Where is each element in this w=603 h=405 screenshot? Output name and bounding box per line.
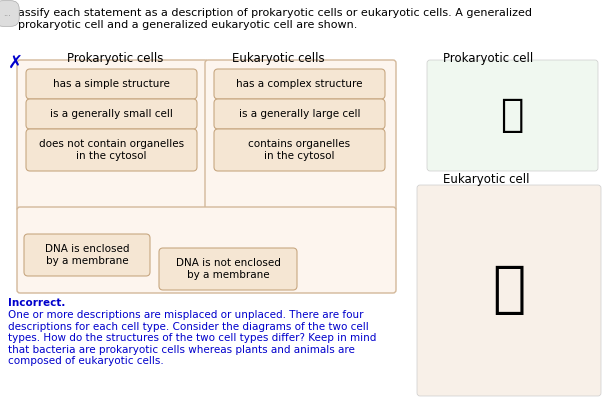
FancyBboxPatch shape: [214, 129, 385, 171]
Text: DNA is not enclosed
by a membrane: DNA is not enclosed by a membrane: [175, 258, 280, 280]
Text: contains organelles
in the cytosol: contains organelles in the cytosol: [248, 139, 350, 161]
FancyBboxPatch shape: [159, 248, 297, 290]
Text: does not contain organelles
in the cytosol: does not contain organelles in the cytos…: [39, 139, 184, 161]
FancyBboxPatch shape: [26, 99, 197, 129]
Text: is a generally large cell: is a generally large cell: [239, 109, 360, 119]
FancyBboxPatch shape: [26, 129, 197, 171]
FancyBboxPatch shape: [17, 207, 396, 293]
Text: Eukaryotic cell: Eukaryotic cell: [443, 173, 529, 186]
Text: 🦠: 🦠: [500, 96, 523, 134]
FancyBboxPatch shape: [205, 60, 396, 211]
FancyBboxPatch shape: [24, 234, 150, 276]
Text: assify each statement as a description of prokaryotic cells or eukaryotic cells.: assify each statement as a description o…: [18, 8, 532, 30]
FancyBboxPatch shape: [417, 185, 601, 396]
Text: DNA is enclosed
by a membrane: DNA is enclosed by a membrane: [45, 244, 129, 266]
Text: 🔬: 🔬: [493, 263, 526, 317]
Text: has a complex structure: has a complex structure: [236, 79, 363, 89]
FancyBboxPatch shape: [427, 60, 598, 171]
Text: ✗: ✗: [8, 54, 23, 72]
Text: is a generally small cell: is a generally small cell: [50, 109, 173, 119]
Text: One or more descriptions are misplaced or unplaced. There are four
descriptions : One or more descriptions are misplaced o…: [8, 310, 376, 367]
FancyBboxPatch shape: [26, 69, 197, 99]
Text: Prokaryotic cell: Prokaryotic cell: [443, 52, 533, 65]
FancyBboxPatch shape: [214, 69, 385, 99]
Text: has a simple structure: has a simple structure: [53, 79, 170, 89]
Text: ...: ...: [3, 9, 11, 18]
Text: Incorrect.: Incorrect.: [8, 298, 65, 308]
FancyBboxPatch shape: [17, 60, 208, 211]
FancyBboxPatch shape: [214, 99, 385, 129]
Text: Eukaryotic cells: Eukaryotic cells: [232, 52, 324, 65]
Text: Prokaryotic cells: Prokaryotic cells: [67, 52, 163, 65]
